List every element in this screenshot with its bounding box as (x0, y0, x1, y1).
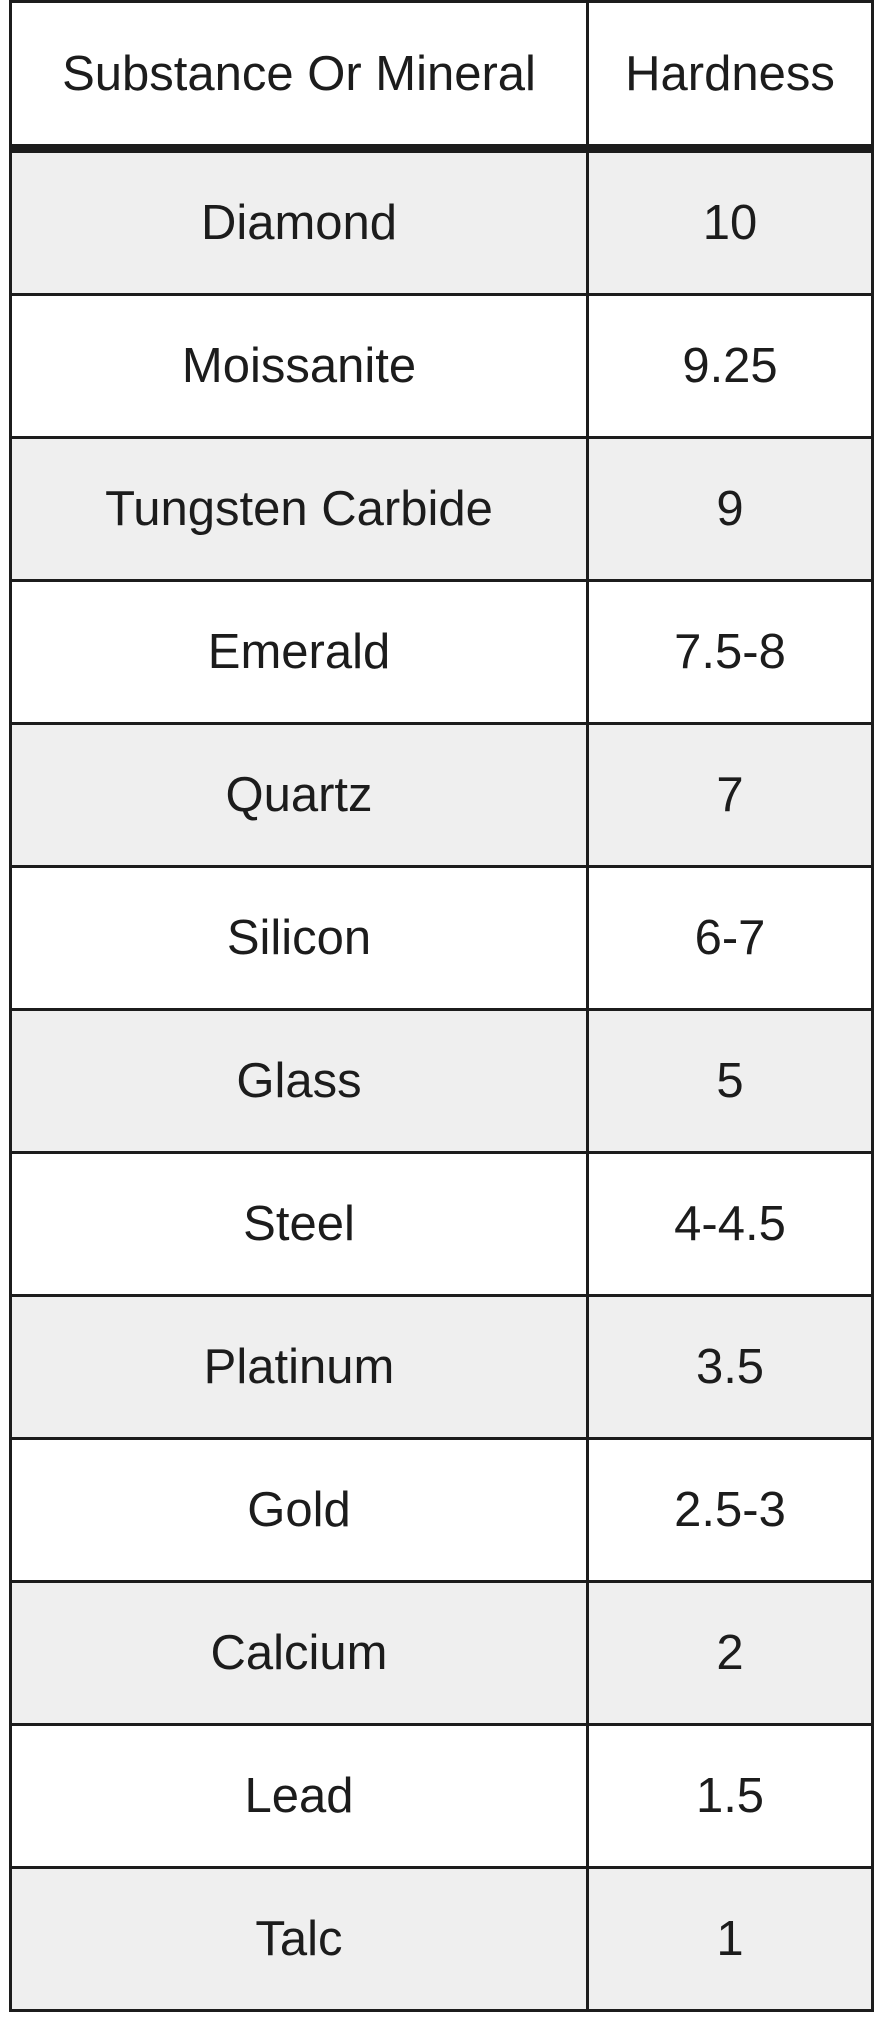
table-row: Silicon 6-7 (9, 865, 874, 1011)
substance-cell: Glass (9, 1008, 589, 1154)
hardness-cell: 1.5 (586, 1723, 874, 1869)
header-hardness: Hardness (586, 0, 874, 153)
substance-cell: Moissanite (9, 293, 589, 439)
hardness-cell: 6-7 (586, 865, 874, 1011)
hardness-cell: 5 (586, 1008, 874, 1154)
hardness-cell: 7 (586, 722, 874, 868)
hardness-cell: 9.25 (586, 293, 874, 439)
substance-cell: Emerald (9, 579, 589, 725)
hardness-cell: 2 (586, 1580, 874, 1726)
table-row: Tungsten Carbide 9 (9, 436, 874, 582)
hardness-cell: 3.5 (586, 1294, 874, 1440)
substance-cell: Platinum (9, 1294, 589, 1440)
table-row: Calcium 2 (9, 1580, 874, 1726)
substance-cell: Steel (9, 1151, 589, 1297)
substance-cell: Diamond (9, 147, 589, 296)
substance-cell: Silicon (9, 865, 589, 1011)
table-row: Diamond 10 (9, 147, 874, 296)
table-row: Talc 1 (9, 1866, 874, 2012)
substance-cell: Calcium (9, 1580, 589, 1726)
table-row: Emerald 7.5-8 (9, 579, 874, 725)
table-row: Lead 1.5 (9, 1723, 874, 1869)
hardness-cell: 4-4.5 (586, 1151, 874, 1297)
hardness-cell: 9 (586, 436, 874, 582)
table-row: Platinum 3.5 (9, 1294, 874, 1440)
substance-cell: Quartz (9, 722, 589, 868)
substance-cell: Lead (9, 1723, 589, 1869)
substance-cell: Talc (9, 1866, 589, 2012)
hardness-cell: 10 (586, 147, 874, 296)
table-row: Moissanite 9.25 (9, 293, 874, 439)
header-substance: Substance Or Mineral (9, 0, 589, 153)
header-row: Substance Or Mineral Hardness (9, 0, 874, 153)
hardness-cell: 2.5-3 (586, 1437, 874, 1583)
substance-cell: Tungsten Carbide (9, 436, 589, 582)
table-row: Gold 2.5-3 (9, 1437, 874, 1583)
table-row: Quartz 7 (9, 722, 874, 868)
hardness-cell: 1 (586, 1866, 874, 2012)
hardness-cell: 7.5-8 (586, 579, 874, 725)
table-row: Glass 5 (9, 1008, 874, 1154)
substance-cell: Gold (9, 1437, 589, 1583)
hardness-table: Substance Or Mineral Hardness Diamond 10 M… (9, 0, 874, 2012)
table-row: Steel 4-4.5 (9, 1151, 874, 1297)
